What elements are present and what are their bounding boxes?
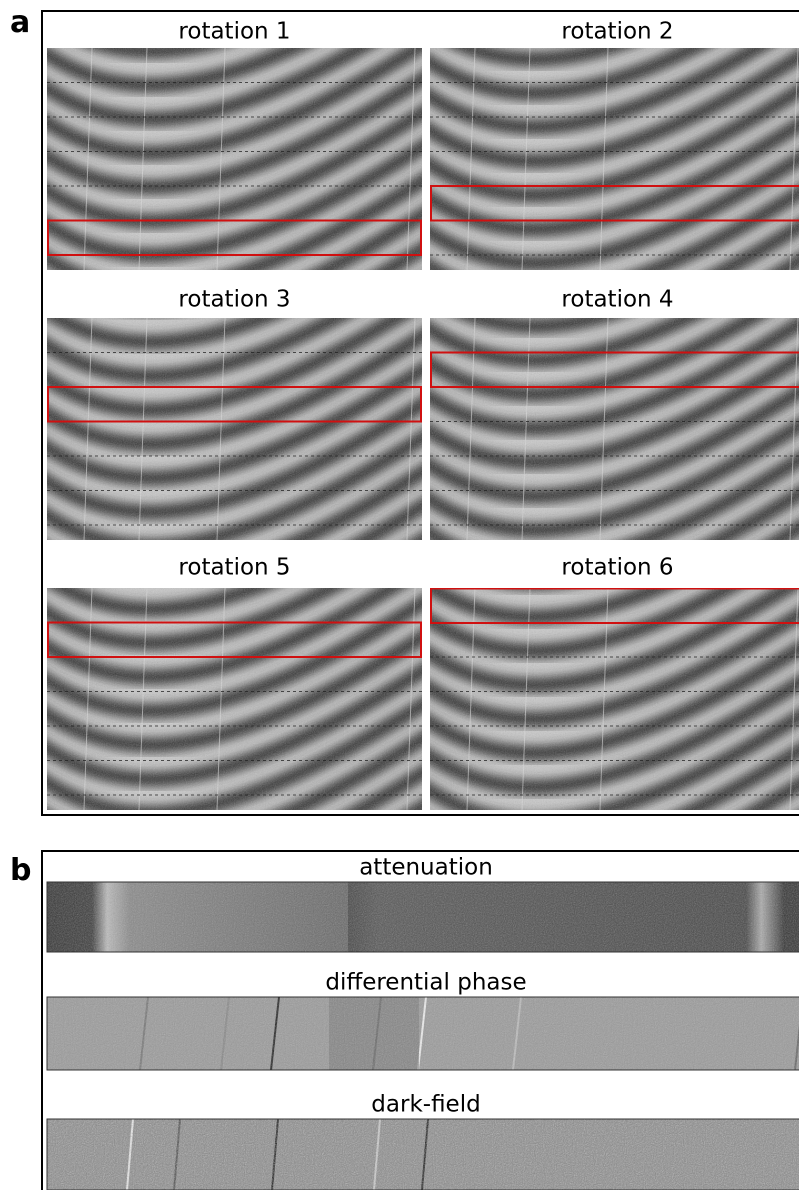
panel-frame xyxy=(41,850,799,1190)
panel-title: rotation 6 xyxy=(561,555,673,581)
result-image xyxy=(47,882,799,952)
highlight-box xyxy=(47,621,422,658)
image-border xyxy=(46,996,799,1071)
panel-title: rotation 3 xyxy=(178,287,290,313)
result-image xyxy=(47,1119,799,1190)
noise xyxy=(430,318,799,540)
noise xyxy=(47,1119,799,1190)
noise xyxy=(47,48,422,270)
fringe-image xyxy=(47,318,422,540)
noise xyxy=(47,318,422,540)
row-title: dark-field xyxy=(371,1092,480,1118)
panel-title: rotation 2 xyxy=(561,19,673,45)
highlight-box xyxy=(430,588,799,624)
noise xyxy=(430,48,799,270)
highlight-box xyxy=(47,386,422,423)
image-border xyxy=(46,1118,799,1190)
panel-title: rotation 1 xyxy=(178,19,290,45)
panel-title: rotation 5 xyxy=(178,555,290,581)
noise xyxy=(47,882,799,952)
image-border xyxy=(46,881,799,953)
fringe-image xyxy=(430,318,799,540)
panel-title: rotation 4 xyxy=(561,287,673,313)
fringe xyxy=(37,0,437,17)
noise xyxy=(430,588,799,810)
result-image xyxy=(47,997,799,1070)
highlight-box xyxy=(47,219,422,256)
noise xyxy=(47,997,799,1070)
fringe-image xyxy=(47,588,422,810)
row-title: attenuation xyxy=(359,855,493,881)
row-title: differential phase xyxy=(325,970,526,996)
panel-label: a xyxy=(10,5,30,40)
highlight-box xyxy=(430,351,799,388)
fringe-image xyxy=(430,48,799,270)
fringe-image xyxy=(37,0,437,270)
highlight-box xyxy=(430,185,799,222)
noise xyxy=(47,588,422,810)
fringe-image xyxy=(430,588,799,810)
panel-label: b xyxy=(10,853,31,888)
panel-frame xyxy=(41,10,799,816)
